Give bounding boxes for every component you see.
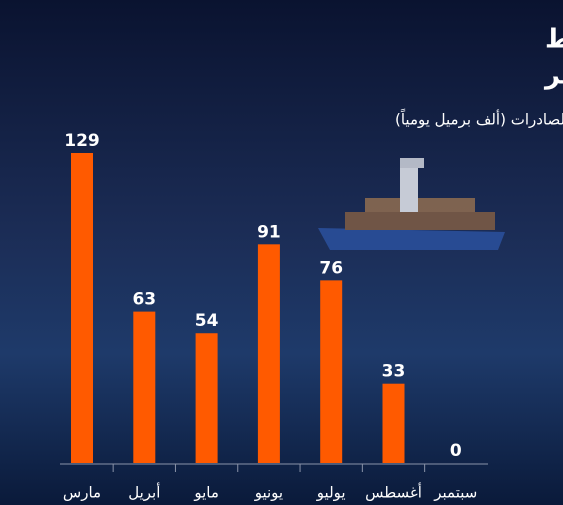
x-tick-label: يوليو: [316, 484, 346, 502]
data-label: 33: [382, 362, 406, 382]
data-label: 129: [64, 131, 100, 151]
bar: [320, 280, 343, 463]
bar: [133, 311, 156, 463]
data-label: 76: [319, 258, 343, 278]
bar: [195, 333, 218, 463]
data-label: 91: [257, 222, 281, 242]
ship-illustration: [318, 158, 505, 250]
chart-title: عبر ميناء جاسك الإيراني إلى الصفر: [543, 61, 563, 91]
bar: [71, 153, 93, 463]
data-label: 54: [195, 311, 219, 331]
x-tick-label: يونيو: [254, 484, 283, 502]
x-tick-label: أبريل: [128, 483, 160, 502]
x-tick-label: مارس: [63, 484, 101, 502]
bar: [382, 383, 405, 463]
bar: [257, 244, 280, 463]
chart-title: الحصار الأميركي يخفض صادرات النفط: [545, 23, 563, 55]
chart-subtitle: الصادرات (ألف برميل يومياً): [395, 108, 563, 128]
x-tick-label: مايو: [193, 484, 219, 502]
data-label: 63: [132, 290, 156, 310]
data-label: 0: [450, 441, 462, 461]
x-tick-label: سبتمبر: [433, 484, 477, 502]
x-tick-label: أغسطس: [365, 483, 422, 502]
